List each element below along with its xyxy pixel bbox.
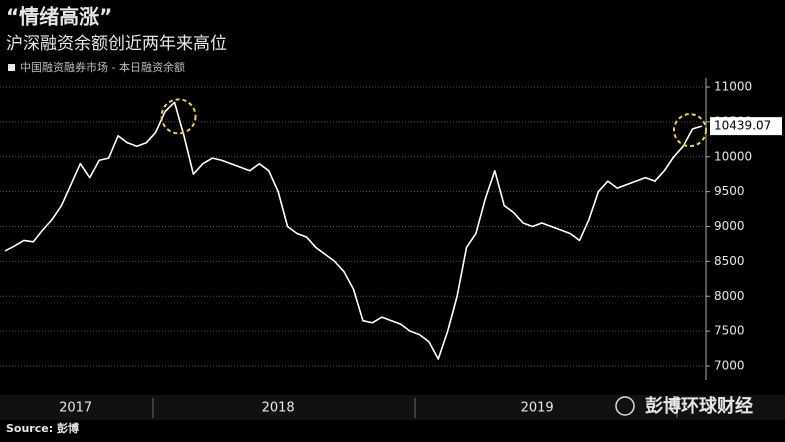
legend-swatch [8,64,15,71]
y-tick-label: 8500 [714,254,745,268]
y-tick-label: 9000 [714,219,745,233]
watermark-icon [615,396,635,416]
x-tick-label: 2017 [59,401,92,416]
chart-subtitle: 沪深融资余额创近两年来高位 [6,34,227,54]
value-label-box [710,117,782,136]
x-tick-label: 2018 [262,401,295,416]
x-tick-label: 2019 [521,401,554,416]
source: Source: 彭博 [6,421,79,435]
watermark: 彭博环球财经 [645,395,753,417]
y-tick-label: 7500 [714,324,745,338]
y-tick-label: 9500 [714,184,745,198]
y-tick-label: 11000 [714,80,752,94]
y-tick-label: 8000 [714,289,745,303]
chart-title: “情绪高涨” [6,5,112,29]
line [4,101,703,360]
y-tick-label: 10000 [714,149,752,163]
highlight-circle [160,98,197,135]
legend-label: 中国融资融券市场 - 本日融资余额 [20,60,185,74]
highlight-circle [673,113,707,148]
value-label: 10439.07 [714,119,771,133]
x-axis-band [0,395,785,420]
y-tick-label: 7000 [714,359,745,373]
